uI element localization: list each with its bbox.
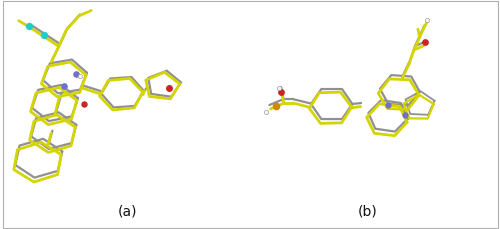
Point xyxy=(25,24,33,28)
Point xyxy=(424,19,432,22)
Point xyxy=(262,110,270,114)
Point xyxy=(275,87,283,90)
Point xyxy=(40,34,48,37)
Point xyxy=(272,105,280,108)
Point xyxy=(76,75,84,78)
Point xyxy=(80,102,88,106)
Point xyxy=(277,90,285,93)
Point xyxy=(60,84,68,87)
Point xyxy=(72,72,80,76)
Point xyxy=(400,113,408,117)
Point xyxy=(384,104,392,107)
Text: (b): (b) xyxy=(358,205,378,219)
Point xyxy=(165,87,173,90)
Text: (a): (a) xyxy=(118,205,137,219)
Point xyxy=(420,40,428,44)
